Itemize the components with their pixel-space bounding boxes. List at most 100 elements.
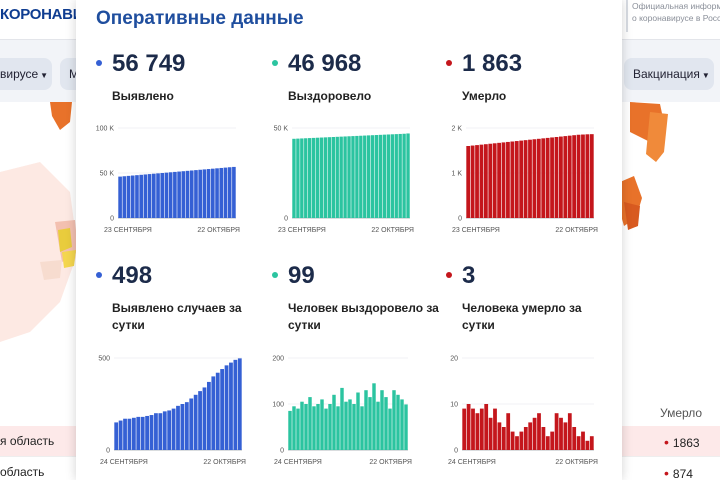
bar — [492, 143, 497, 218]
bar — [541, 138, 546, 218]
bar — [572, 135, 577, 218]
table-header-deaths: Умерло — [660, 406, 703, 420]
bar — [384, 397, 388, 450]
x-tick-label: 24 СЕНТЯБРЯ — [448, 459, 496, 466]
x-tick-label: 23 СЕНТЯБРЯ — [278, 227, 326, 234]
y-tick-label: 0 — [454, 448, 458, 455]
bar — [510, 141, 515, 218]
bar — [189, 170, 194, 218]
bar — [471, 408, 475, 450]
bar — [131, 417, 136, 450]
bar — [360, 406, 364, 450]
operational-data-card: Оперативные данные 56 749 Выявлено 46 96… — [76, 0, 622, 480]
dot-icon — [96, 271, 102, 278]
bar — [378, 134, 383, 218]
bar — [400, 399, 404, 450]
region-name: я область — [0, 434, 55, 448]
bar — [462, 408, 467, 450]
bar — [368, 397, 372, 450]
chart-detected-daily: 0 500 24 СЕНТЯБРЯ 22 ОКТЯБРЯ — [98, 356, 246, 467]
bar — [180, 404, 185, 450]
nav-pill-label: Вакцинация — [633, 67, 700, 81]
y-tick-label: 100 — [272, 402, 284, 409]
metric-value-row: 498 — [96, 262, 266, 290]
bar — [340, 387, 344, 450]
bar — [374, 135, 379, 218]
bar — [296, 408, 300, 450]
bar — [224, 365, 229, 450]
x-tick-label: 22 ОКТЯБРЯ — [371, 227, 414, 234]
bar — [376, 401, 380, 450]
bar — [488, 417, 493, 450]
bar — [392, 390, 396, 450]
bar — [497, 142, 502, 218]
bar — [168, 172, 173, 218]
bar — [149, 415, 154, 450]
chart-deaths-daily: 0 10 20 24 СЕНТЯБРЯ 22 ОКТЯБРЯ — [448, 356, 598, 467]
bar — [184, 402, 189, 450]
metric-deaths-daily: 3 Человека умерло за сутки — [446, 262, 616, 334]
bar — [563, 136, 568, 218]
bar — [339, 136, 343, 218]
x-tick-label: 23 СЕНТЯБРЯ — [452, 227, 500, 234]
bar — [576, 436, 581, 450]
metric-value-row: 56 749 — [96, 50, 266, 78]
bar — [356, 392, 360, 450]
bar — [576, 134, 581, 218]
deaths-value-text: 1863 — [672, 436, 700, 450]
bar — [147, 174, 152, 218]
bar — [118, 176, 122, 218]
map-fragment-right — [620, 102, 668, 230]
bar — [483, 144, 488, 218]
bar — [198, 169, 202, 218]
bar — [396, 394, 400, 450]
bar — [145, 415, 150, 450]
dot-icon — [96, 59, 102, 66]
bar — [589, 134, 594, 218]
bar — [316, 404, 320, 450]
metric-label: Умерло — [462, 89, 507, 103]
bar — [189, 398, 194, 450]
bar — [466, 404, 471, 450]
bar — [554, 413, 559, 450]
bar — [206, 381, 211, 450]
nav-pill-vaccination[interactable]: Вакцинация ▼ — [624, 58, 714, 90]
red-dot-icon: • — [664, 434, 669, 450]
dot-icon — [272, 59, 278, 66]
dot-icon — [446, 271, 452, 278]
bar — [388, 408, 392, 450]
official-info-line: Официальная информ — [632, 1, 720, 11]
bar — [292, 406, 296, 450]
bar — [493, 408, 497, 450]
metric-value: 498 — [112, 262, 153, 289]
x-tick-label: 22 ОКТЯБРЯ — [203, 459, 246, 466]
bar — [351, 136, 355, 218]
x-tick-label: 22 ОКТЯБРЯ — [555, 227, 598, 234]
deaths-value: • 1863 — [664, 434, 700, 450]
bar — [308, 397, 312, 450]
bar — [514, 141, 519, 218]
bar — [479, 408, 484, 450]
bar — [545, 436, 550, 450]
bar — [519, 140, 524, 218]
y-tick-label: 20 — [450, 356, 458, 363]
bar — [386, 134, 391, 218]
bar — [510, 431, 515, 450]
bar — [559, 417, 563, 450]
bar — [114, 422, 119, 450]
red-dot-icon: • — [664, 465, 669, 480]
bar — [136, 416, 141, 450]
bar — [335, 136, 339, 218]
bar — [215, 168, 219, 218]
nav-pill-about-virus[interactable]: вирусе ▼ — [0, 58, 52, 90]
bar — [497, 422, 502, 450]
bar — [581, 431, 585, 450]
bar — [515, 436, 519, 450]
bar — [211, 376, 216, 450]
x-tick-label: 22 ОКТЯБРЯ — [555, 459, 598, 466]
card-title: Оперативные данные — [96, 8, 304, 29]
site-logo[interactable]: КОРОНАВИ — [0, 6, 84, 23]
bar — [300, 138, 304, 218]
y-tick-label: 100 K — [96, 126, 115, 133]
metric-value: 46 968 — [288, 50, 362, 77]
